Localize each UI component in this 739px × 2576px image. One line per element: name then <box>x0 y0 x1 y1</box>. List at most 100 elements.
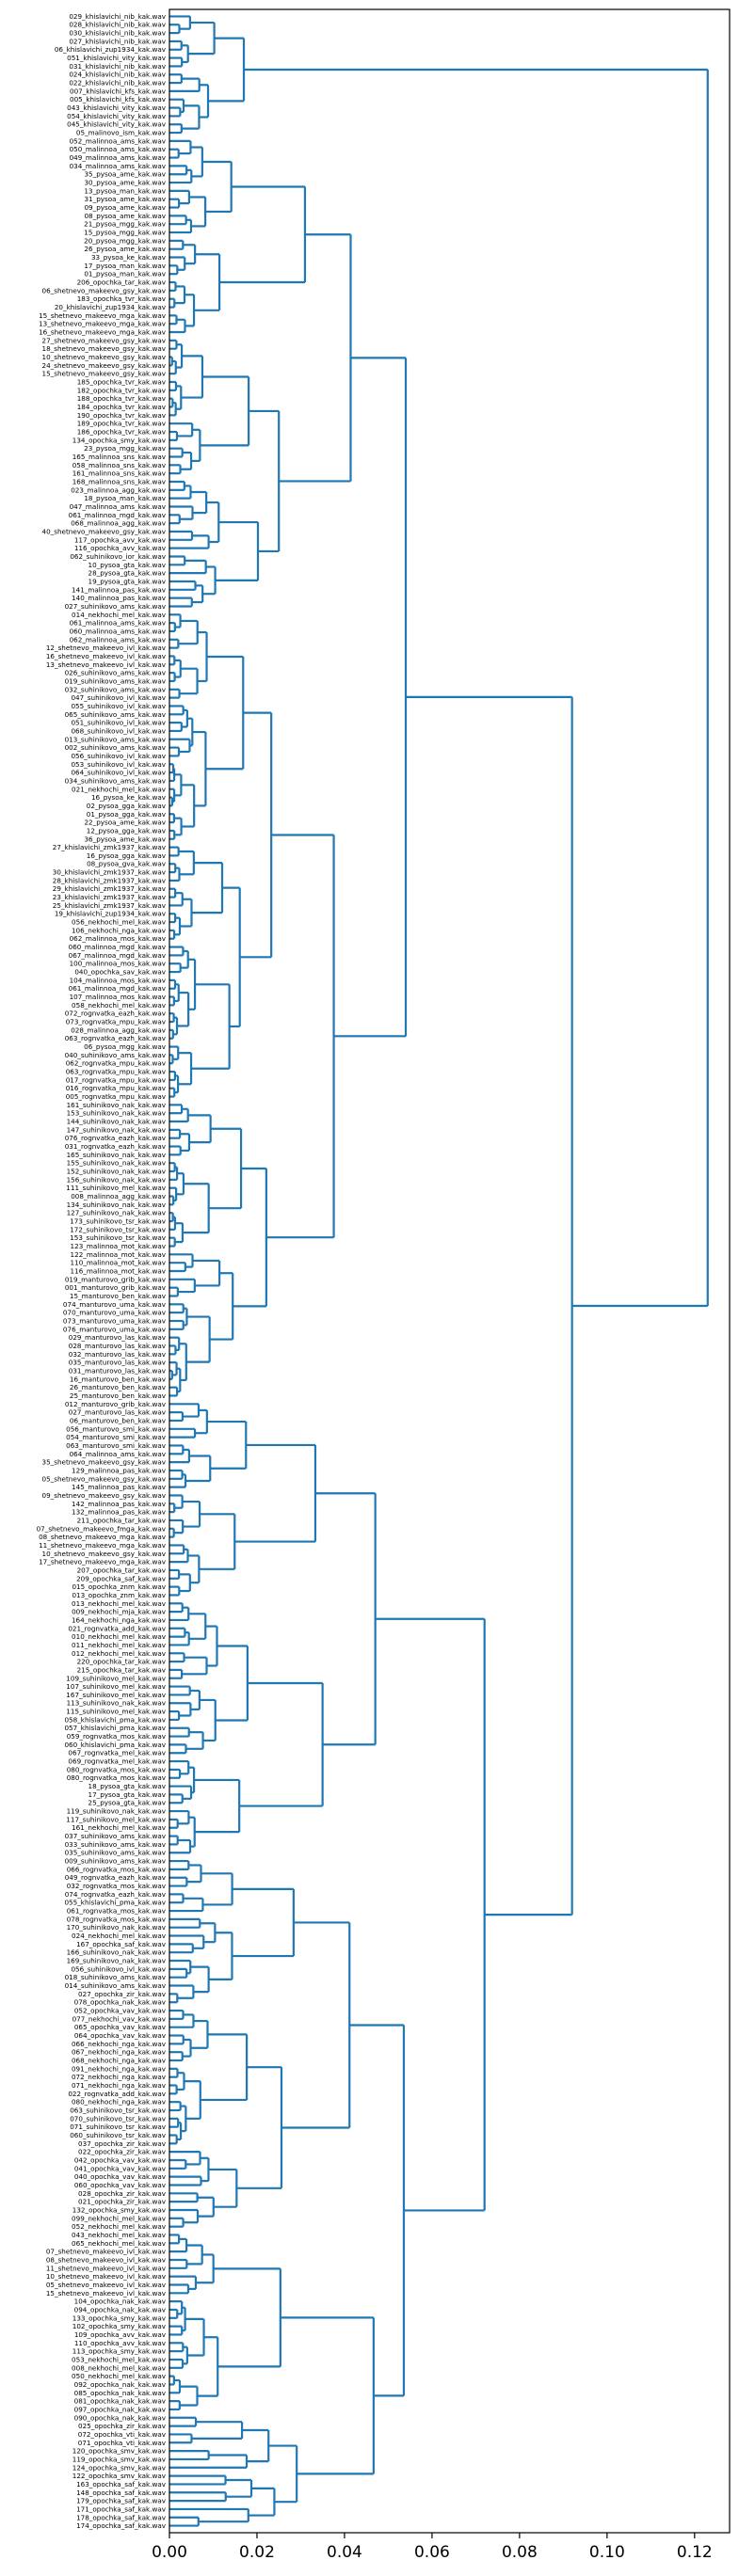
leaf-label: 11_shetnevo_makeevo_ivl_kak.wav <box>46 2264 167 2272</box>
leaf-label: 107_malinnoa_mos_kak.wav <box>70 993 167 1001</box>
leaf-label: 097_opochka_nak_kak.wav <box>74 2405 167 2413</box>
leaf-label: 142_malinnoa_pas_kak.wav <box>72 1500 167 1508</box>
leaf-label: 025_opochka_zir_kak.wav <box>78 2422 167 2430</box>
leaf-label: 19_pysoa_gta_kak.wav <box>88 577 167 585</box>
leaf-label: 029_manturovo_las_kak.wav <box>69 1333 167 1342</box>
leaf-label: 058_nekhochi_mel_kak.wav <box>72 1001 167 1010</box>
leaf-label: 109_opochka_avv_kak.wav <box>74 2330 167 2339</box>
leaf-label: 091_nekhochi_nga_kak.wav <box>72 2064 167 2073</box>
leaf-label: 08_pysoa_gva_kak.wav <box>87 860 167 868</box>
leaf-label: 25_khislavichi_zmk1937_kak.wav <box>53 901 167 910</box>
leaf-label: 185_opochka_tvr_kak.wav <box>77 378 167 387</box>
leaf-label: 10_shetnevo_makeevo_gsy_kak.wav <box>42 353 167 361</box>
leaf-label: 042_opochka_vav_kak.wav <box>74 2155 167 2164</box>
leaf-label: 045_khislavichi_vity_kak.wav <box>67 120 167 129</box>
leaf-label: 019_manturovo_grib_kak.wav <box>65 1275 167 1283</box>
leaf-label: 067_rognvatka_mel_kak.wav <box>68 1749 166 1757</box>
leaf-label: 26_manturovo_ben_kak.wav <box>70 1383 167 1391</box>
leaf-label: 25_pysoa_gta_kak.wav <box>88 1799 167 1807</box>
leaf-label: 013_suhinikovo_ams_kak.wav <box>65 735 167 743</box>
x-tick-label: 0.06 <box>414 2543 450 2562</box>
leaf-label: 08_shetnevo_makeevo_mga_kak.wav <box>39 1533 167 1541</box>
leaf-label: 049_malinnoa_ams_kak.wav <box>70 153 167 162</box>
leaf-label: 041_opochka_vav_kak.wav <box>74 2164 167 2172</box>
leaf-label: 035_suhinikovo_ams_kak.wav <box>65 1849 167 1857</box>
leaf-label: 13_shetnevo_makeevo_ivl_kak.wav <box>46 660 167 669</box>
leaf-label: 156_suhinikovo_nak_kak.wav <box>67 1175 167 1184</box>
leaf-label: 050_nekhochi_mel_kak.wav <box>72 2372 167 2380</box>
leaf-label: 211_opochka_tar_kak.wav <box>77 1516 167 1524</box>
leaf-label: 122_opochka_smv_kak.wav <box>72 2472 167 2480</box>
leaf-label: 037_opochka_zir_kak.wav <box>78 2139 167 2148</box>
leaf-label: 141_malinnoa_pas_kak.wav <box>72 585 167 594</box>
leaf-label: 40_shetnevo_makeevo_gsy_kak.wav <box>42 527 167 535</box>
leaf-label: 161_suhinikovo_nak_kak.wav <box>67 1101 167 1109</box>
leaf-label: 152_suhinikovo_nak_kak.wav <box>67 1168 167 1176</box>
leaf-label: 031_manturovo_las_kak.wav <box>69 1366 167 1375</box>
leaf-label: 067_malinnoa_mgd_kak.wav <box>69 951 167 960</box>
leaf-label: 071_suhinikovo_tsr_kak.wav <box>70 2123 167 2131</box>
leaf-label: 061_rognvatka_mos_kak.wav <box>67 1907 167 1916</box>
leaf-label: 016_rognvatka_mpu_kak.wav <box>66 1084 167 1092</box>
leaf-label: 031_khislavichi_nib_kak.wav <box>69 62 166 71</box>
leaf-label: 062_malinnoa_ams_kak.wav <box>70 635 167 644</box>
x-tick-label: 0.04 <box>327 2543 362 2562</box>
leaf-label: 063_rognvatka_mpu_kak.wav <box>66 1068 167 1076</box>
leaf-label: 064_suhinikovo_ivl_kak.wav <box>71 769 166 777</box>
leaf-label: 028_opochka_zir_kak.wav <box>78 2189 167 2198</box>
leaf-label: 049_rognvatka_eazh_kak.wav <box>65 1873 167 1882</box>
leaf-label: 188_opochka_tvr_kak.wav <box>77 394 167 403</box>
leaf-label: 116_opochka_avv_kak.wav <box>74 544 167 552</box>
leaf-label: 13_shetnevo_makeevo_mga_kak.wav <box>39 320 167 328</box>
leaf-label: 183_opochka_tvr_kak.wav <box>77 294 167 303</box>
leaf-label: 056_suhinikovo_ivl_kak.wav <box>71 1964 166 1973</box>
leaf-label: 35_pysoa_ame_kak.wav <box>84 170 166 179</box>
leaf-label: 12_pysoa_gga_kak.wav <box>87 826 167 835</box>
leaf-label: 043_khislavichi_vity_kak.wav <box>67 103 167 112</box>
leaf-label: 116_malinnoa_mot_kak.wav <box>71 1267 167 1276</box>
leaf-label: 047_suhinikovo_ivl_kak.wav <box>71 693 166 702</box>
leaf-label: 166_suhinikovo_nak_kak.wav <box>67 1948 167 1957</box>
leaf-label: 05_shetnevo_makeevo_gsy_kak.wav <box>42 1474 167 1483</box>
leaf-label: 040_opochka_vav_kak.wav <box>74 2172 167 2181</box>
leaf-label: 106_nekhochi_nga_kak.wav <box>72 926 167 934</box>
leaf-label: 013_opochka_znm_kak.wav <box>72 1591 166 1599</box>
leaf-label: 066_rognvatka_mos_kak.wav <box>67 1865 167 1873</box>
leaf-label: 19_khislavichi_zup1934_kak.wav <box>55 910 167 918</box>
leaf-label: 070_manturovo_uma_kak.wav <box>63 1309 167 1317</box>
leaf-label: 132_opochka_smy_kak.wav <box>72 2205 167 2214</box>
leaf-label: 019_suhinikovo_ams_kak.wav <box>65 676 167 685</box>
leaf-label: 36_pysoa_ame_kak.wav <box>84 835 166 843</box>
leaf-label: 002_suhinikovo_ams_kak.wav <box>65 743 167 752</box>
leaf-label: 028_malinnoa_agg_kak.wav <box>71 1026 167 1034</box>
leaf-label: 18_pysoa_man_kak.wav <box>84 494 166 502</box>
leaf-label: 080_rognvatka_mos_kak.wav <box>67 1773 167 1782</box>
leaf-label: 186_opochka_tvr_kak.wav <box>77 428 167 437</box>
leaf-label: 31_pysoa_ame_kak.wav <box>84 195 166 203</box>
leaf-label: 07_shetnevo_makeevo_ivl_kak.wav <box>46 2248 167 2256</box>
leaf-label: 16_pysoa_ke_kak.wav <box>91 793 167 802</box>
leaf-label: 067_nekhochi_nga_kak.wav <box>72 2048 167 2057</box>
leaf-label: 065_opochka_vav_kak.wav <box>74 2023 167 2031</box>
leaf-label: 027_suhinikovo_ams_kak.wav <box>65 602 167 611</box>
leaf-label: 16_shetnevo_makeevo_ivl_kak.wav <box>46 652 167 660</box>
leaf-label: 024_nekhochi_mel_kak.wav <box>72 1932 167 1940</box>
leaf-label: 21_pysoa_mgg_kak.wav <box>84 220 167 229</box>
leaf-label: 23_khislavichi_zmk1937_kak.wav <box>53 893 167 901</box>
leaf-label: 070_suhinikovo_tsr_kak.wav <box>70 2114 167 2123</box>
leaf-label: 077_nekhochi_vav_kak.wav <box>72 2014 167 2023</box>
leaf-label: 115_suhinikovo_mel_kak.wav <box>66 1708 166 1716</box>
leaf-label: 104_opochka_nak_kak.wav <box>74 2298 167 2306</box>
leaf-label: 028_manturovo_las_kak.wav <box>69 1342 167 1350</box>
leaf-label: 23_pysoa_mgg_kak.wav <box>84 444 167 453</box>
leaf-label: 207_opochka_tar_kak.wav <box>77 1566 167 1574</box>
leaf-label: 132_malinnoa_pas_kak.wav <box>72 1508 167 1517</box>
leaf-label: 18_shetnevo_makeevo_gsy_kak.wav <box>42 344 167 353</box>
leaf-label: 034_malinnoa_ams_kak.wav <box>70 162 167 170</box>
x-axis: 0.00 0.02 0.04 0.06 0.08 0.10 0.12 <box>152 2533 713 2562</box>
leaf-label: 040_suhinikovo_ams_kak.wav <box>65 1051 167 1059</box>
leaf-label: 015_opochka_znm_kak.wav <box>72 1582 166 1591</box>
leaf-label: 16_manturovo_ben_kak.wav <box>70 1375 167 1383</box>
leaf-label: 145_malinnoa_pas_kak.wav <box>72 1483 167 1491</box>
